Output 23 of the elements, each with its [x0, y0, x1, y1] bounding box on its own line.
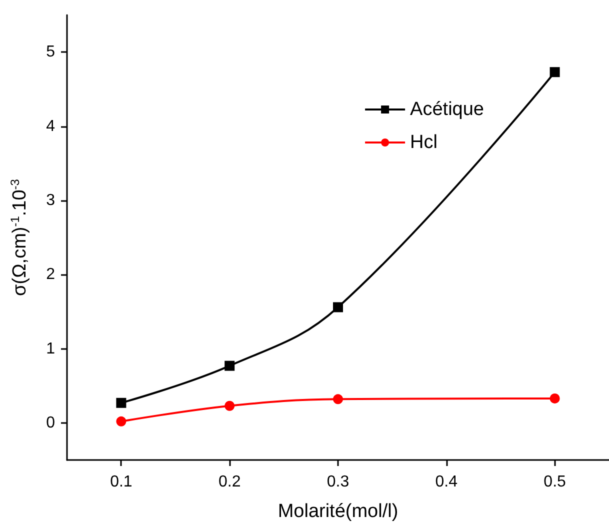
point — [224, 400, 235, 411]
point — [116, 416, 126, 426]
y-axis-title: σ(Ω,cm)-1.10-3 — [8, 178, 30, 296]
point — [333, 302, 343, 312]
y-tick-label: 0 — [46, 414, 56, 432]
y-tick-label: 5 — [46, 44, 56, 61]
point — [116, 398, 126, 408]
x-tick-label: 0.4 — [435, 474, 458, 490]
x-axis-title: Molarité(mol/l) — [278, 501, 398, 522]
point — [550, 67, 560, 78]
y-tick-label: 4 — [46, 118, 56, 135]
y-tick-label: 3 — [46, 192, 56, 209]
point — [550, 393, 560, 404]
point — [333, 394, 343, 404]
x-tick-label: 0.1 — [110, 474, 132, 490]
x-tick-label: 0.3 — [326, 474, 350, 490]
x-tick-label: 0.2 — [218, 474, 241, 490]
legend-label: Hcl — [410, 132, 438, 153]
x-tick-label: 0.5 — [544, 474, 566, 490]
y-tick-label: 2 — [46, 266, 56, 284]
point — [224, 360, 235, 371]
legend-label: Acétique — [410, 99, 484, 120]
y-tick-label: 1 — [46, 340, 56, 358]
